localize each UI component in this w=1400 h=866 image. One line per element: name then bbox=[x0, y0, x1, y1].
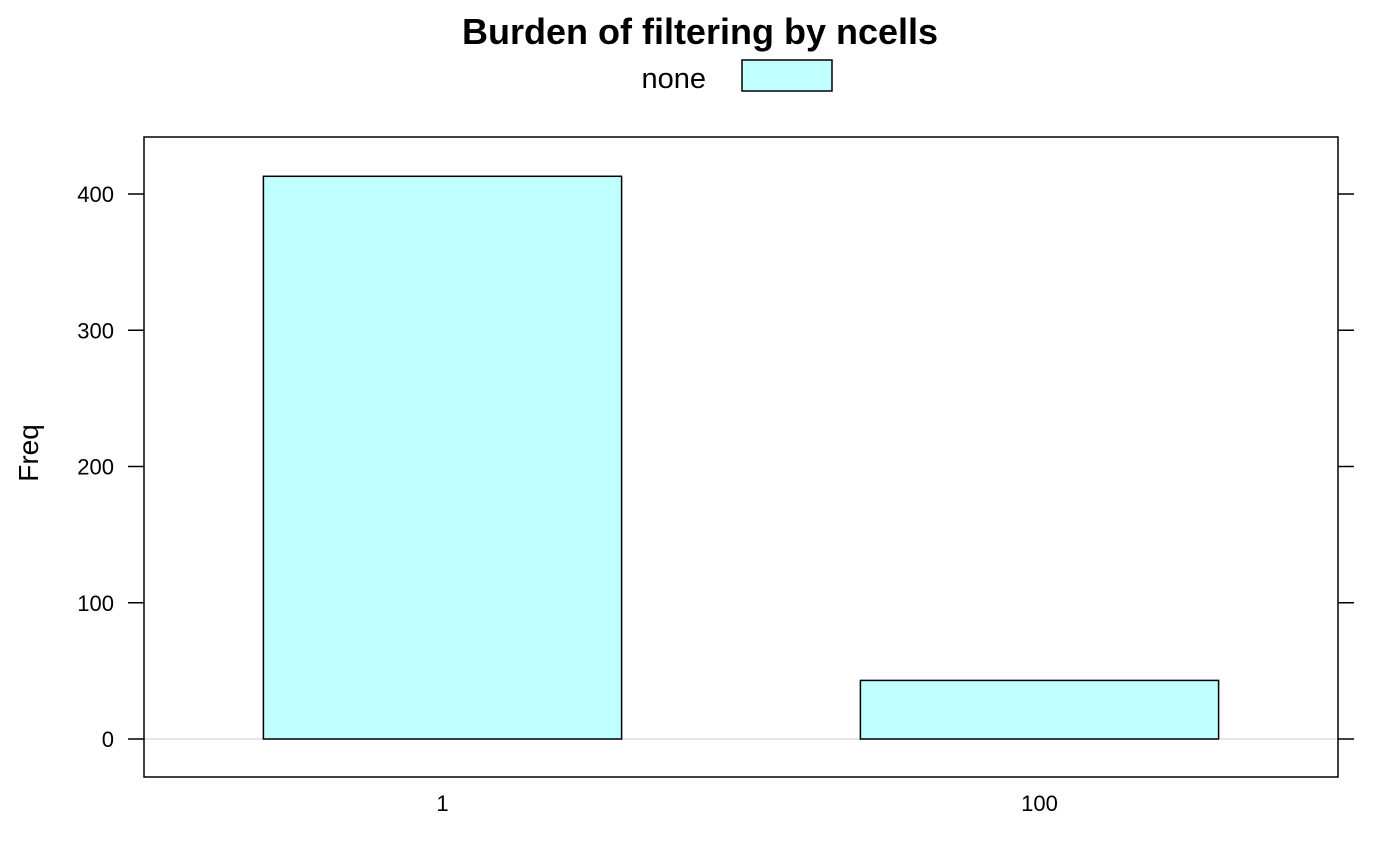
y-tick-label-300: 300 bbox=[77, 318, 114, 343]
y-tick-label-400: 400 bbox=[77, 182, 114, 207]
legend: none bbox=[641, 59, 833, 95]
y-tick-label-200: 200 bbox=[77, 455, 114, 480]
y-tick-label-0: 0 bbox=[102, 727, 114, 752]
chart-title: Burden of filtering by ncells bbox=[462, 11, 938, 52]
y-axis-ticks-left: 0 100 200 300 400 bbox=[77, 182, 144, 752]
y-axis-label: Freq bbox=[13, 424, 44, 482]
y-axis-ticks-right bbox=[1338, 193, 1354, 740]
bars-group bbox=[262, 175, 1220, 740]
plot-frame bbox=[143, 136, 1339, 778]
x-tick-label-1: 1 bbox=[436, 791, 448, 816]
x-tick-label-100: 100 bbox=[1021, 791, 1058, 816]
bar-100 bbox=[859, 679, 1220, 740]
x-axis-tick-labels: 1 100 bbox=[436, 791, 1057, 816]
legend-label-none: none bbox=[641, 63, 706, 95]
bar-1 bbox=[262, 175, 623, 740]
y-tick-label-100: 100 bbox=[77, 591, 114, 616]
legend-swatch-none bbox=[741, 59, 833, 92]
